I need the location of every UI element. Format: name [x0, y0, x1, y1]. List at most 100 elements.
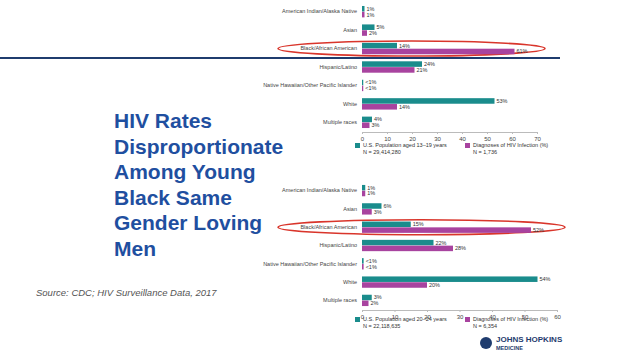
data-label: 22%	[436, 240, 447, 246]
category-label: Black/African American	[300, 45, 357, 51]
tick: 50	[484, 132, 491, 142]
tick: 70	[534, 132, 541, 142]
source: Source: CDC; HIV Surveillance Data, 2017	[36, 287, 217, 298]
category-axis: American Indian/Alaska NativeAsianBlack/…	[263, 182, 361, 311]
category-label: Multiple races	[323, 119, 357, 125]
bar	[362, 104, 397, 110]
category-label: Multiple races	[323, 297, 357, 303]
title-line: Men	[114, 237, 156, 260]
axis-line	[361, 182, 362, 311]
bar	[362, 122, 370, 128]
tick-label: 60	[554, 314, 561, 320]
tick: 30	[457, 310, 464, 320]
tick: American Indian/Alaska Native	[282, 187, 361, 193]
tick-line	[492, 310, 493, 312]
category-label: American Indian/Alaska Native	[282, 8, 357, 14]
axis-line	[363, 133, 538, 135]
data-label: 21%	[417, 67, 428, 73]
category-label: Native Hawaiian/Other Pacific Islander	[263, 82, 357, 88]
bar	[362, 49, 515, 55]
tick-line	[427, 310, 428, 312]
tick: Hispanic/Latino	[319, 64, 361, 70]
tick-line	[557, 310, 558, 312]
tick-line	[512, 132, 513, 134]
tick: 30	[434, 132, 441, 142]
tick: 60	[554, 310, 561, 320]
data-label: 6%	[384, 203, 392, 209]
category-label: White	[343, 279, 357, 285]
logo-mark	[480, 337, 492, 349]
category-axis: American Indian/Alaska Native Asian Black/…	[263, 3, 361, 133]
annotation: N = 1,736	[473, 149, 497, 155]
title-line: Black Same	[114, 186, 232, 209]
slide-title: HIV Rates DisproportionateAmong Young Blac…	[114, 109, 283, 260]
tick: Asian	[343, 206, 361, 212]
data-label: 52%	[533, 227, 544, 233]
axis-line	[361, 3, 362, 133]
bar	[362, 222, 411, 228]
legend-swatch	[355, 143, 360, 148]
category-label: Native Hawaiian/Other Pacific Islander	[263, 261, 357, 267]
data-label: 3%	[372, 122, 380, 128]
bar	[362, 67, 415, 73]
tick: Native Hawaiian/Other Pacific Islander	[263, 82, 361, 88]
tick: 20	[409, 132, 416, 142]
data-label: 53%	[497, 98, 508, 104]
title-line: Among Young	[114, 160, 256, 183]
data-label: <1%	[365, 85, 376, 91]
data-labels: 1%6%15%22%<1%54%3%1%3%52%28%<1%20%2%	[366, 185, 551, 307]
data-label: 54%	[540, 276, 551, 282]
bar	[362, 80, 363, 86]
tick-line	[412, 132, 413, 134]
title-line: Disproportionate	[114, 135, 283, 158]
legend-label: U.S. Population aged 13–19 years	[363, 142, 447, 148]
tick: White	[343, 279, 361, 285]
tick: Multiple races	[323, 119, 361, 125]
bar	[362, 191, 365, 197]
bar	[362, 209, 372, 215]
data-label: 14%	[399, 43, 410, 49]
tick: American Indian/Alaska Native	[282, 8, 361, 14]
data-label: 28%	[455, 245, 466, 251]
tick-line	[537, 132, 538, 134]
bar	[362, 61, 422, 67]
bar	[362, 6, 365, 12]
legend-swatch	[355, 317, 360, 322]
bar	[362, 86, 363, 92]
tick: Native Hawaiian/Other Pacific Islander	[263, 261, 361, 267]
bar	[362, 43, 397, 49]
tick-line	[362, 132, 363, 134]
tick-line	[362, 310, 363, 312]
data-label: 61%	[517, 48, 528, 54]
tick: 10	[384, 132, 391, 142]
highlight-ellipse	[278, 220, 565, 235]
data-label: 2%	[371, 300, 379, 306]
tick-line	[525, 310, 526, 312]
tick: Multiple races	[323, 297, 361, 303]
data-label: 2%	[369, 30, 377, 36]
title-line: HIV Rates	[114, 109, 212, 132]
bar	[362, 276, 538, 282]
bar	[362, 301, 369, 307]
bar	[362, 246, 453, 252]
category-label: American Indian/Alaska Native	[282, 187, 357, 193]
title-line: Gender Loving	[114, 211, 262, 234]
tick: Black/African American	[300, 45, 361, 51]
background	[0, 0, 640, 360]
legend: U.S. Population aged 20–24 yearsN = 22,1…	[355, 316, 548, 329]
data-labels: 1%5%14%24%<1%53%4%1%2%61%21%<1%14%3%	[365, 6, 527, 128]
legend: U.S. Population aged 13–19 yearsN = 29,4…	[355, 142, 548, 155]
tick: 0	[361, 132, 365, 142]
legend-label: U.S. Population aged 20–24 years	[363, 316, 447, 322]
bar	[362, 258, 364, 264]
bar	[362, 98, 495, 104]
category-label: Asian	[343, 27, 357, 33]
tick-line	[487, 132, 488, 134]
category-label: Asian	[343, 206, 357, 212]
annotation: N = 29,414,280	[363, 149, 401, 155]
tick-line	[387, 132, 388, 134]
logo-text: JOHNS HOPKINS	[496, 335, 563, 344]
slide: HIV Rates DisproportionateAmong Young Blac…	[0, 0, 640, 360]
legend-label: Diagnoses of HIV Infection (%)	[473, 316, 548, 322]
chart: 1%6%15%22%<1%54%3%1%3%52%28%<1%20%2%Amer…	[263, 182, 565, 330]
